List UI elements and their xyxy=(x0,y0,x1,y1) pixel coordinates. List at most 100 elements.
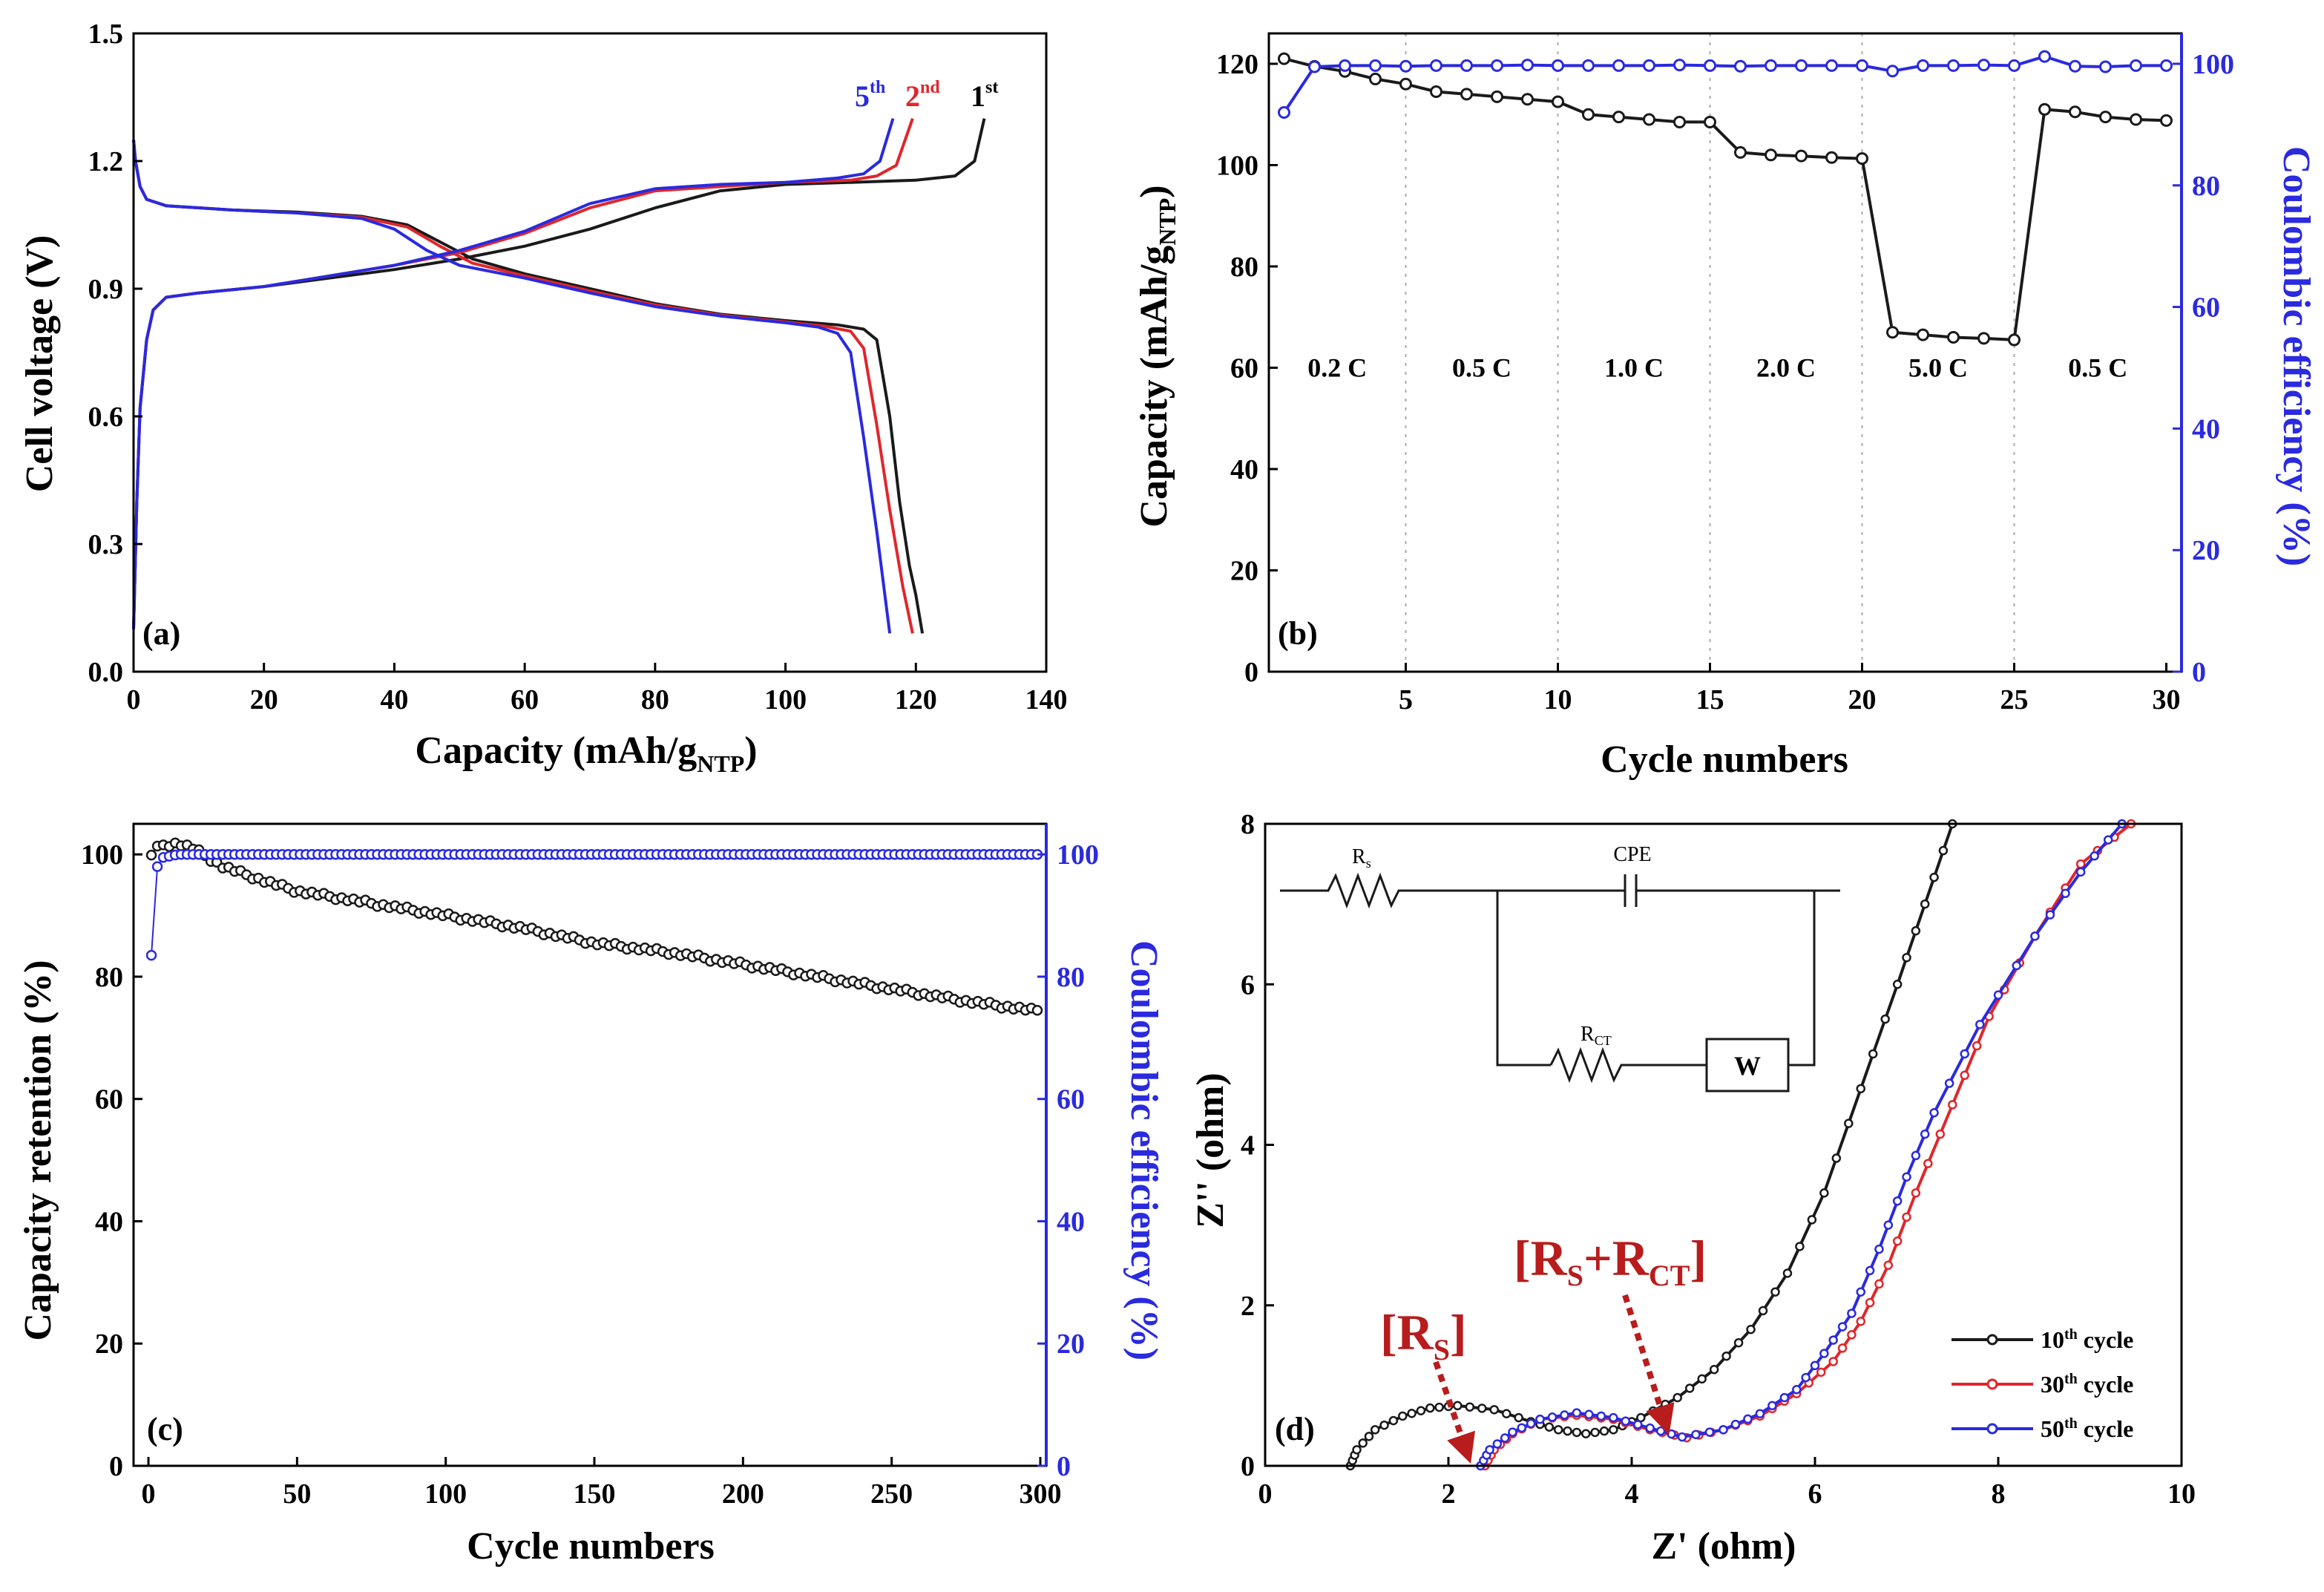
x-tick-label: 100 xyxy=(424,1478,467,1510)
data-point xyxy=(1816,1367,1826,1378)
y-tick-label: 20 xyxy=(1230,555,1258,586)
panel-c-label: (c) xyxy=(147,1411,183,1447)
data-point xyxy=(1552,95,1564,108)
data-point xyxy=(2130,113,2142,126)
legend-entry-label: 30th cycle xyxy=(2041,1371,2133,1398)
data-point xyxy=(1779,1392,1790,1403)
data-point xyxy=(1582,59,1595,72)
data-point xyxy=(1734,145,1747,159)
data-point xyxy=(1596,1411,1606,1421)
y-tick-label: 100 xyxy=(1216,150,1258,181)
x-tick-label: 40 xyxy=(380,684,408,715)
y-tick-label: 60 xyxy=(95,1084,123,1116)
y-tick-label: 1.5 xyxy=(88,19,124,50)
data-point xyxy=(1902,1212,1911,1222)
circuit-cpe-label: CPE xyxy=(1613,843,1651,866)
data-point xyxy=(1508,1427,1517,1437)
data-point xyxy=(1874,1279,1884,1289)
data-point xyxy=(1535,1415,1545,1424)
plot-frame xyxy=(132,822,1048,1467)
y-tick-label: 1.2 xyxy=(88,146,124,177)
series-line-coulombic-efficiency xyxy=(1282,55,2167,114)
data-point xyxy=(1782,1268,1793,1278)
data-point xyxy=(1514,1412,1523,1423)
panel-c-chart: 0 50 100 150 200 250 3000204060801000204060801… xyxy=(17,822,1165,1568)
data-point xyxy=(1892,1236,1903,1246)
data-point xyxy=(1944,1078,1954,1088)
data-point xyxy=(1911,1188,1921,1198)
data-point xyxy=(1648,1406,1658,1416)
data-point xyxy=(1552,59,1564,72)
rct-branch-left xyxy=(1496,891,1551,1067)
data-point xyxy=(1883,1260,1894,1270)
data-point xyxy=(1721,1351,1731,1361)
data-point xyxy=(1352,1445,1362,1455)
y-tick-label: 80 xyxy=(1230,252,1258,283)
data-point xyxy=(1453,1401,1463,1411)
data-point xyxy=(1856,59,1868,72)
legend-entry-label: 50th cycle xyxy=(2041,1415,2133,1442)
x-axis-label: Capacity (mAh/gNTP) xyxy=(415,730,757,777)
data-point xyxy=(1733,1337,1744,1348)
rate-label: 2.0 C xyxy=(1756,353,1816,382)
data-point xyxy=(1972,1041,1982,1051)
y-tick-label: 6 xyxy=(1241,969,1255,1000)
data-point xyxy=(1856,1084,1865,1094)
data-point xyxy=(1339,59,1351,72)
data-point xyxy=(1492,1439,1503,1449)
legend-swatch-marker xyxy=(1986,1334,1998,1346)
data-point xyxy=(1609,1412,1618,1423)
data-point xyxy=(1828,1357,1838,1366)
rs-rct-arrow xyxy=(1622,1294,1675,1435)
data-point xyxy=(1645,1423,1655,1433)
data-point xyxy=(1865,1265,1875,1276)
x-tick-label: 10 xyxy=(1544,684,1572,715)
y2-axis-label: Coulombic efficiency (%) xyxy=(2275,146,2317,566)
data-point xyxy=(1643,59,1655,72)
plot-frame xyxy=(1267,32,2183,673)
data-point xyxy=(1590,1427,1600,1438)
data-point xyxy=(1795,149,1808,163)
data-point xyxy=(1460,88,1473,101)
data-point xyxy=(1795,1242,1805,1251)
data-point xyxy=(1819,1349,1829,1358)
data-point xyxy=(1553,1425,1563,1435)
circuit-rct-label: RCT xyxy=(1580,1023,1612,1048)
y-axis-label: Capacity retention (%) xyxy=(17,960,59,1340)
y-axis-label: Capacity (mAh/gNTP) xyxy=(1133,185,1181,527)
data-point xyxy=(1709,1365,1719,1375)
data-point xyxy=(1977,332,1990,345)
y2-tick-label: 100 xyxy=(2192,49,2234,80)
data-point xyxy=(1584,1409,1594,1420)
data-point xyxy=(1892,1196,1903,1206)
y2-tick-label: 80 xyxy=(1057,962,1085,993)
data-point xyxy=(1612,111,1625,124)
y-tick-label: 0.9 xyxy=(88,274,124,305)
data-point xyxy=(145,949,157,961)
data-point xyxy=(1868,1049,1878,1059)
data-point xyxy=(2130,59,2142,72)
x-tick-label: 2 xyxy=(1442,1478,1456,1510)
y-tick-label: 0 xyxy=(109,1451,123,1482)
data-point xyxy=(1407,1409,1417,1418)
y-axis-label: Cell voltage (V) xyxy=(19,235,61,493)
data-point xyxy=(1765,59,1777,72)
data-point xyxy=(1643,113,1655,126)
series-label-5th: 5th xyxy=(855,78,885,113)
data-point xyxy=(2030,931,2040,941)
x-tick-label: 15 xyxy=(1696,684,1724,715)
series-line-10th-cycle xyxy=(1349,823,1954,1467)
data-point xyxy=(1734,59,1747,73)
y-tick-label: 80 xyxy=(95,962,123,993)
data-point xyxy=(1825,59,1838,72)
data-point xyxy=(1609,1425,1618,1435)
data-point xyxy=(2012,960,2021,971)
data-point xyxy=(1364,1432,1374,1441)
data-point xyxy=(1947,59,1960,72)
data-point xyxy=(1379,1420,1389,1430)
data-point xyxy=(1477,1403,1487,1413)
data-point xyxy=(1704,1427,1715,1437)
series-line-1st-charge xyxy=(132,118,986,629)
y-tick-label: 40 xyxy=(95,1206,123,1237)
